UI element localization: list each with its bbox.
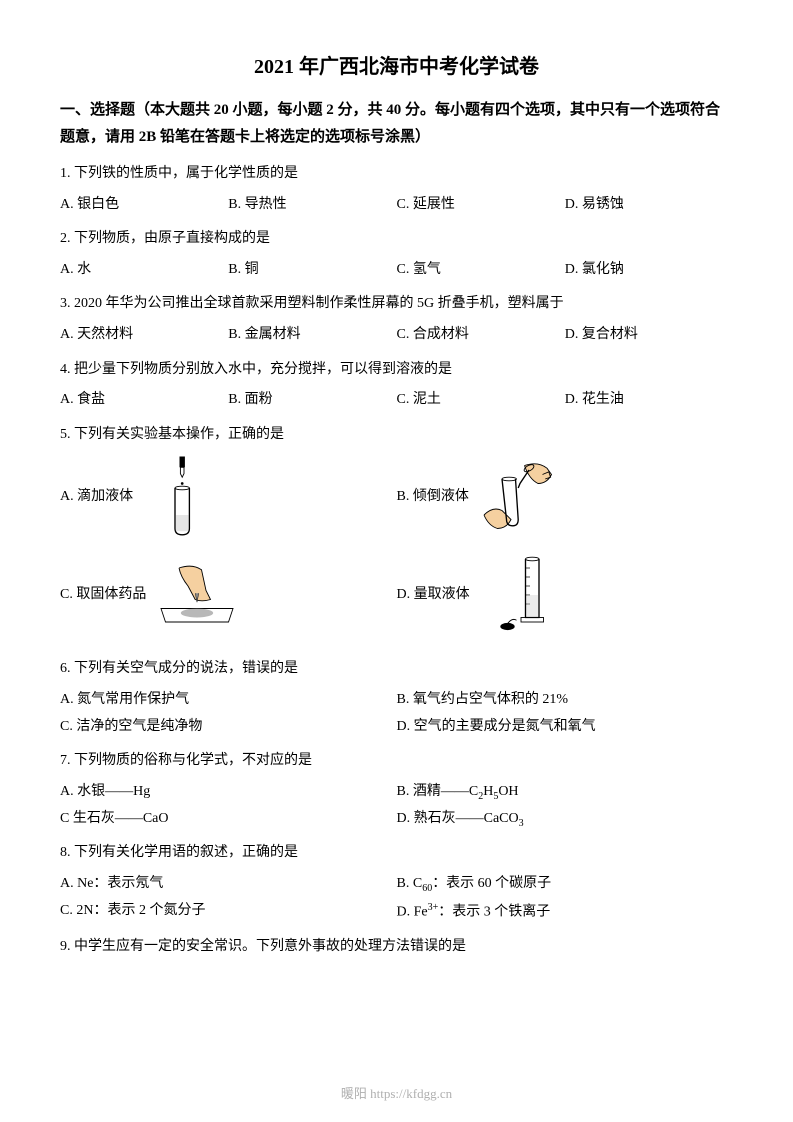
question-text: 3. 2020 年华为公司推出全球首款采用塑料制作柔性屏幕的 5G 折叠手机，塑… (60, 291, 733, 318)
option-text: D. 熟石灰——CaCO (397, 811, 519, 826)
option-c: C. 合成材料 (397, 322, 565, 349)
option-text: ：表示 60 个碳原子 (432, 876, 551, 891)
option-b: B. 导热性 (228, 192, 396, 219)
option-c: C. 取固体药品 (60, 550, 397, 640)
options-row: A. 食盐 B. 面粉 C. 泥土 D. 花生油 (60, 387, 733, 414)
option-d: D. 空气的主要成分是氮气和氧气 (397, 714, 734, 741)
option-b: B. 面粉 (228, 387, 396, 414)
option-d: D. Fe3+：表示 3 个铁离子 (397, 898, 734, 926)
option-c: C. 2N：表示 2 个氮分子 (60, 898, 397, 926)
section-header: 一、选择题（本大题共 20 小题，每小题 2 分，共 40 分。每小题有四个选项… (60, 97, 733, 151)
option-a: A. 银白色 (60, 192, 228, 219)
question-9: 9. 中学生应有一定的安全常识。下列意外事故的处理方法错误的是 (60, 934, 733, 961)
option-b: B. C60：表示 60 个碳原子 (397, 871, 734, 898)
question-2: 2. 下列物质，由原子直接构成的是 A. 水 B. 铜 C. 氢气 D. 氯化钠 (60, 226, 733, 283)
option-label: D. 量取液体 (397, 582, 470, 609)
question-7: 7. 下列物质的俗称与化学式，不对应的是 A. 水银——Hg B. 酒精——C2… (60, 748, 733, 832)
subscript: 3 (519, 817, 524, 828)
option-a: A. 食盐 (60, 387, 228, 414)
pouring-liquid-icon (475, 452, 565, 542)
superscript: 3+ (428, 902, 439, 913)
option-label: B. 倾倒液体 (397, 484, 469, 511)
question-text: 8. 下列有关化学用语的叙述，正确的是 (60, 840, 733, 867)
options-row: A. 天然材料 B. 金属材料 C. 合成材料 D. 复合材料 (60, 322, 733, 349)
option-a: A. 天然材料 (60, 322, 228, 349)
dropper-test-tube-icon (139, 452, 229, 542)
question-text: 1. 下列铁的性质中，属于化学性质的是 (60, 161, 733, 188)
option-c: C. 氢气 (397, 257, 565, 284)
options-row: A. 滴加液体 B. 倾倒液体 (60, 452, 733, 648)
exam-title: 2021 年广西北海市中考化学试卷 (60, 50, 733, 79)
options-row: A. 水银——Hg B. 酒精——C2H5OH C 生石灰——CaO D. 熟石… (60, 779, 733, 833)
question-text: 6. 下列有关空气成分的说法，错误的是 (60, 656, 733, 683)
question-1: 1. 下列铁的性质中，属于化学性质的是 A. 银白色 B. 导热性 C. 延展性… (60, 161, 733, 218)
option-d: D. 氯化钠 (565, 257, 733, 284)
option-a: A. Ne：表示氖气 (60, 871, 397, 898)
question-text: 5. 下列有关实验基本操作，正确的是 (60, 422, 733, 449)
option-d: D. 熟石灰——CaCO3 (397, 806, 734, 833)
option-text: H (483, 784, 493, 799)
question-text: 4. 把少量下列物质分别放入水中，充分搅拌，可以得到溶液的是 (60, 357, 733, 384)
option-a: A. 氮气常用作保护气 (60, 687, 397, 714)
question-6: 6. 下列有关空气成分的说法，错误的是 A. 氮气常用作保护气 B. 氧气约占空… (60, 656, 733, 740)
option-b: B. 铜 (228, 257, 396, 284)
option-b: B. 倾倒液体 (397, 452, 734, 542)
option-label: A. 滴加液体 (60, 484, 133, 511)
option-c: C. 洁净的空气是纯净物 (60, 714, 397, 741)
option-c: C. 泥土 (397, 387, 565, 414)
footer-watermark: 暖阳 https://kfdgg.cn (0, 1083, 793, 1102)
option-d: D. 花生油 (565, 387, 733, 414)
question-5: 5. 下列有关实验基本操作，正确的是 A. 滴加液体 B. 倾倒液体 (60, 422, 733, 649)
options-row: A. 银白色 B. 导热性 C. 延展性 D. 易锈蚀 (60, 192, 733, 219)
options-row: A. Ne：表示氖气 B. C60：表示 60 个碳原子 C. 2N：表示 2 … (60, 871, 733, 926)
options-row: A. 水 B. 铜 C. 氢气 D. 氯化钠 (60, 257, 733, 284)
question-text: 9. 中学生应有一定的安全常识。下列意外事故的处理方法错误的是 (60, 934, 733, 961)
option-text: OH (498, 784, 518, 799)
question-text: 2. 下列物质，由原子直接构成的是 (60, 226, 733, 253)
option-a: A. 水银——Hg (60, 779, 397, 806)
option-c: C 生石灰——CaO (60, 806, 397, 833)
option-label: C. 取固体药品 (60, 582, 146, 609)
option-text: ：表示 3 个铁离子 (438, 904, 550, 919)
options-row: A. 氮气常用作保护气 B. 氧气约占空气体积的 21% C. 洁净的空气是纯净… (60, 687, 733, 740)
graduated-cylinder-icon (476, 550, 566, 640)
option-a: A. 水 (60, 257, 228, 284)
option-c: C. 延展性 (397, 192, 565, 219)
option-d: D. 量取液体 (397, 550, 734, 640)
question-text: 7. 下列物质的俗称与化学式，不对应的是 (60, 748, 733, 775)
solid-reagent-icon (152, 550, 242, 640)
subscript: 60 (422, 883, 432, 894)
option-b: B. 金属材料 (228, 322, 396, 349)
option-a: A. 滴加液体 (60, 452, 397, 542)
option-text: D. Fe (397, 904, 428, 919)
option-b: B. 氧气约占空气体积的 21% (397, 687, 734, 714)
option-d: D. 复合材料 (565, 322, 733, 349)
question-3: 3. 2020 年华为公司推出全球首款采用塑料制作柔性屏幕的 5G 折叠手机，塑… (60, 291, 733, 348)
option-text: B. C (397, 876, 423, 891)
question-8: 8. 下列有关化学用语的叙述，正确的是 A. Ne：表示氖气 B. C60：表示… (60, 840, 733, 926)
option-d: D. 易锈蚀 (565, 192, 733, 219)
question-4: 4. 把少量下列物质分别放入水中，充分搅拌，可以得到溶液的是 A. 食盐 B. … (60, 357, 733, 414)
option-b: B. 酒精——C2H5OH (397, 779, 734, 806)
option-text: B. 酒精——C (397, 784, 479, 799)
